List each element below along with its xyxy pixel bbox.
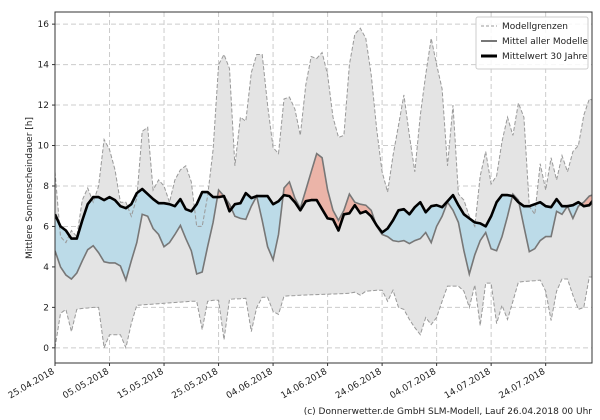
y-tick-label: 4 (43, 263, 49, 273)
x-tick-label: 05.05.2018 (61, 367, 111, 402)
x-tick-label: 04.07.2018 (388, 367, 438, 402)
x-tick-label: 14.06.2018 (279, 367, 329, 402)
plot-area (55, 27, 592, 350)
below-climate-fill (55, 189, 592, 281)
y-axis-label: Mittlere Sonnenscheindauer [h] (25, 117, 35, 259)
y-tick-label: 10 (38, 142, 50, 152)
legend-label-climate: Mittelwert 30 Jahre (502, 52, 588, 62)
legend: Modellgrenzen Mittel aller Modelle Mitte… (475, 16, 589, 70)
x-tick-label: 14.07.2018 (443, 367, 493, 402)
model-mean-line (55, 152, 592, 283)
climate-mean-line (55, 187, 592, 240)
y-tick-label: 14 (38, 61, 50, 71)
x-tick-label: 24.07.2018 (498, 367, 548, 402)
x-tick-label: 24.06.2018 (334, 367, 384, 402)
y-tick-label: 2 (43, 303, 49, 313)
lower-bound-line (55, 276, 592, 350)
y-tick-label: 12 (38, 101, 49, 111)
legend-label-mean: Mittel aller Modelle (502, 37, 588, 47)
y-tick-label: 16 (38, 20, 50, 30)
x-tick-label: 04.06.2018 (225, 367, 275, 402)
copyright-footer: (c) Donnerwetter.de GmbH SLM-Modell, Lau… (303, 407, 592, 417)
y-tick-label: 8 (43, 182, 49, 192)
y-tick-label: 6 (43, 222, 49, 232)
x-tick-label: 25.04.2018 (7, 367, 57, 402)
legend-label-bounds: Modellgrenzen (502, 22, 568, 32)
legend-box (475, 16, 589, 70)
x-axis: 25.04.2018 05.05.2018 15.05.2018 25.05.2018… (7, 363, 548, 402)
x-tick-label: 25.05.2018 (170, 367, 220, 402)
y-tick-label: 0 (43, 344, 49, 354)
plot-frame (54, 11, 593, 364)
x-tick-label: 15.05.2018 (116, 367, 166, 402)
y-axis: 0 2 4 6 8 10 12 14 16 (38, 20, 55, 354)
upper-bound-line (55, 27, 592, 244)
